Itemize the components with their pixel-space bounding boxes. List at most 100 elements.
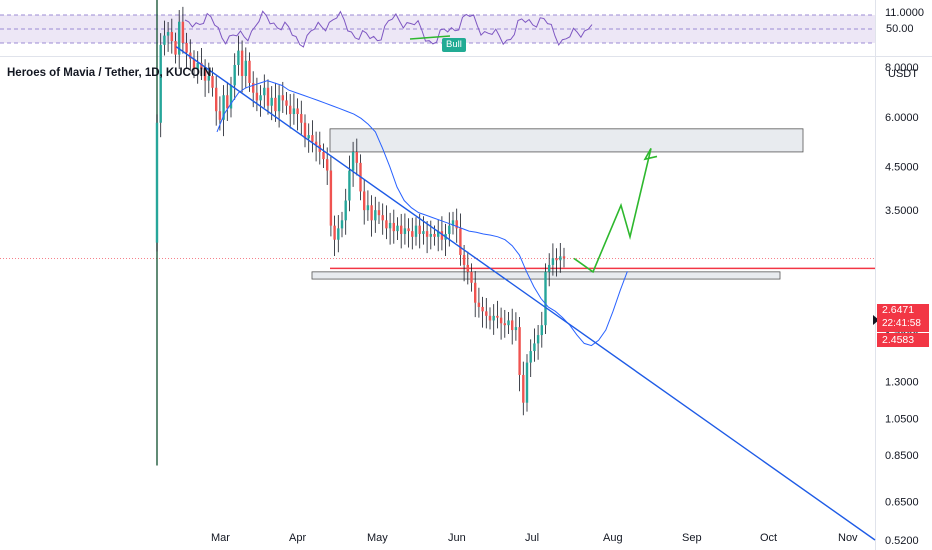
time-axis-tick: Sep	[682, 532, 702, 544]
candle	[418, 213, 421, 249]
candle-body	[507, 320, 510, 326]
candle-body	[200, 62, 203, 70]
candle-body	[437, 231, 440, 237]
candle-body	[311, 135, 314, 142]
scroll-to-realtime-icon[interactable]	[873, 315, 879, 325]
candle-body	[226, 95, 229, 109]
candle	[459, 213, 462, 266]
candle-body	[333, 225, 336, 240]
candle	[155, 114, 159, 252]
candle-body	[503, 323, 506, 326]
candle	[159, 33, 162, 138]
candle-body	[255, 92, 259, 101]
price-axis-tick: 8.0000	[885, 62, 919, 74]
rsi-line	[184, 10, 593, 48]
candle-body	[218, 111, 222, 120]
candle-body	[174, 41, 177, 55]
candle-body	[285, 100, 288, 106]
candle	[559, 243, 562, 273]
resistance-zone	[329, 128, 804, 153]
candle	[355, 138, 358, 176]
candle	[203, 59, 207, 97]
candle	[259, 85, 262, 117]
candle-body	[215, 87, 218, 112]
candle	[296, 98, 299, 131]
candle	[196, 51, 199, 84]
candle-body	[451, 220, 455, 226]
candle-body	[277, 95, 281, 112]
candle	[533, 328, 536, 362]
candle-body	[418, 225, 421, 234]
candle	[178, 10, 181, 70]
candle	[444, 223, 447, 257]
candle-body	[400, 225, 403, 234]
candle-body	[514, 327, 518, 331]
candle-body	[540, 325, 543, 336]
candle-body	[440, 231, 444, 240]
candle	[370, 195, 373, 237]
candle-body	[511, 320, 514, 331]
candle-body	[340, 220, 344, 229]
candle-body	[155, 122, 159, 243]
candle	[499, 307, 503, 340]
candle-body	[414, 225, 418, 237]
candle-body	[485, 311, 488, 316]
candle	[300, 100, 303, 136]
candle	[425, 221, 429, 254]
candle	[229, 76, 233, 118]
candle-body	[211, 76, 214, 88]
candle-body	[422, 231, 425, 234]
time-axis-tick: Jun	[448, 532, 466, 544]
candle	[281, 81, 284, 113]
candle	[437, 219, 440, 252]
candle	[248, 52, 251, 92]
candle	[388, 212, 392, 245]
candle	[522, 361, 525, 416]
candle	[289, 94, 292, 129]
candle	[407, 218, 410, 248]
candle-body	[425, 231, 429, 237]
candle-body	[244, 60, 247, 77]
candle-body	[488, 315, 492, 321]
candle-body	[192, 58, 196, 70]
price-axis-tick: 6.0000	[885, 112, 919, 124]
candle-body	[185, 42, 188, 53]
candle-body	[237, 50, 240, 65]
candle	[222, 85, 225, 137]
candle	[496, 300, 499, 329]
candle-body	[525, 362, 529, 403]
candle-body	[455, 220, 458, 229]
candle	[322, 143, 325, 169]
candle-body	[314, 141, 318, 146]
candle-body	[562, 256, 566, 259]
candle	[329, 155, 333, 237]
candle-body	[170, 32, 173, 42]
candle	[263, 74, 266, 108]
candle	[363, 179, 366, 225]
candle-body	[222, 95, 225, 120]
candle	[311, 120, 314, 153]
price-axis-tick: 11.0000	[885, 7, 924, 19]
candle-body	[252, 82, 255, 93]
candle	[477, 287, 481, 318]
candle	[485, 298, 488, 329]
ma-value-tag: 2.4583	[877, 333, 929, 347]
candle-body	[544, 271, 547, 326]
candle	[562, 247, 566, 268]
candle	[189, 39, 192, 72]
candle-body	[270, 97, 273, 106]
candle-body	[370, 205, 373, 221]
candle	[340, 211, 344, 238]
candle-body	[355, 151, 358, 163]
candle-body	[366, 205, 370, 211]
candle	[470, 263, 473, 292]
candle	[474, 271, 477, 318]
bar-countdown: 22:41:58	[882, 318, 921, 329]
candle-body	[396, 225, 399, 232]
currency-label[interactable]: USDT	[888, 68, 918, 80]
candle	[536, 324, 540, 360]
candle	[448, 212, 451, 247]
candle	[240, 40, 244, 93]
